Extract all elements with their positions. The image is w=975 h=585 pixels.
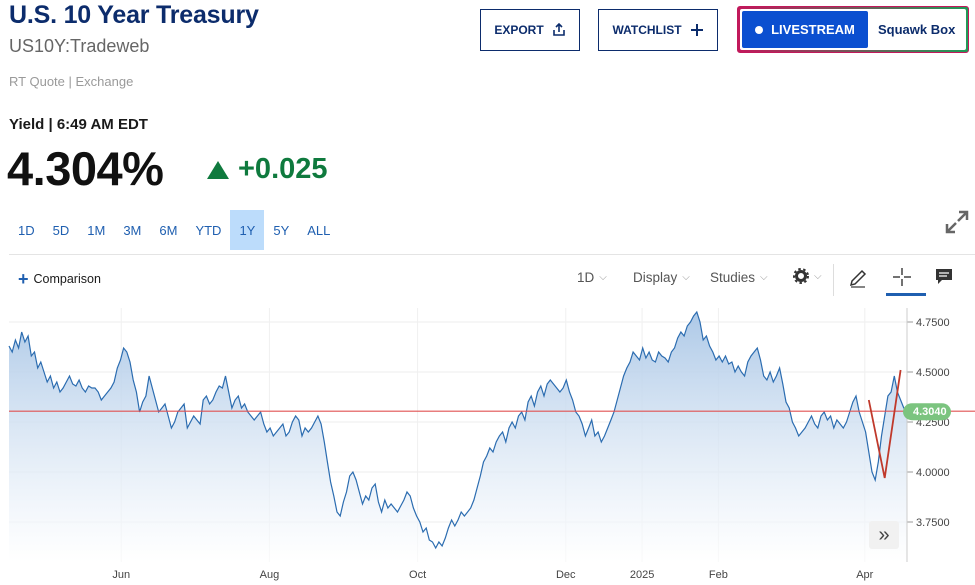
drawn-annotation — [867, 369, 902, 479]
x-axis: Jun Aug Oct Dec 2025 Feb Apr — [112, 569, 873, 581]
range-all[interactable]: ALL — [307, 222, 331, 238]
interval-label: 1D — [577, 270, 595, 285]
livestream-button[interactable]: LIVESTREAM — [742, 11, 868, 48]
chevron-down-icon: ⌵ — [760, 272, 768, 283]
expand-icon[interactable] — [943, 208, 971, 236]
export-label: EXPORT — [494, 23, 544, 37]
y-tick-label: 3.7500 — [916, 517, 950, 529]
plus-icon: + — [18, 269, 29, 289]
yield-price: 4.304% — [7, 142, 164, 195]
quote-source: RT Quote | Exchange — [9, 74, 134, 89]
x-tick-label: Feb — [709, 569, 728, 581]
pencil-icon[interactable] — [848, 268, 868, 288]
livestream-label: LIVESTREAM — [771, 22, 855, 37]
x-tick-label: 2025 — [630, 569, 654, 581]
y-tick-label: 4.5000 — [916, 367, 950, 379]
chevron-down-icon: ⌵ — [682, 272, 690, 283]
yield-line — [8, 310, 908, 550]
x-tick-label: Apr — [856, 569, 873, 581]
plus-icon — [690, 24, 703, 36]
comparison-button[interactable]: + Comparison — [18, 269, 101, 289]
watchlist-button[interactable]: WATCHLIST — [598, 9, 718, 51]
change-value: +0.025 — [238, 153, 328, 185]
settings-dropdown[interactable]: ⌵ — [793, 268, 822, 284]
x-tick-label: Aug — [260, 569, 280, 581]
range-6m[interactable]: 6M — [159, 222, 178, 238]
crosshair-active-indicator — [886, 293, 926, 296]
yield-area — [9, 312, 907, 562]
page-title: U.S. 10 Year Treasury — [9, 1, 259, 29]
livestream-panel: LIVESTREAM Squawk Box — [737, 6, 969, 53]
range-1y[interactable]: 1Y — [230, 210, 265, 250]
interval-dropdown[interactable]: 1D ⌵ — [577, 270, 607, 285]
x-tick-label: Jun — [112, 569, 130, 581]
current-value-tag: 4.3040 — [903, 403, 951, 421]
range-3m[interactable]: 3M — [123, 222, 142, 238]
x-tick-label: Dec — [556, 569, 576, 581]
current-value-label: 4.3040 — [913, 406, 947, 418]
range-1m[interactable]: 1M — [87, 222, 106, 238]
live-dot-icon — [755, 25, 764, 34]
display-label: Display — [633, 270, 678, 285]
fast-forward-icon[interactable]: » — [869, 521, 899, 549]
comparison-label: Comparison — [33, 272, 101, 286]
range-ytd[interactable]: YTD — [195, 222, 222, 238]
export-button[interactable]: EXPORT — [480, 9, 580, 51]
livestream-inner: LIVESTREAM Squawk Box — [740, 9, 966, 50]
chevron-down-icon: ⌵ — [599, 272, 607, 283]
yield-timestamp: Yield | 6:49 AM EDT — [9, 116, 148, 133]
symbol-label: US10Y:Tradeweb — [9, 36, 150, 56]
range-1d[interactable]: 1D — [18, 222, 35, 238]
y-tick-label: 4.7500 — [916, 317, 950, 329]
studies-label: Studies — [710, 270, 756, 285]
yield-change: +0.025 — [207, 153, 328, 186]
watchlist-label: WATCHLIST — [612, 23, 682, 37]
display-dropdown[interactable]: Display ⌵ — [633, 270, 690, 285]
range-selector: 1D 5D 1M 3M 6M YTD 1Y 5Y ALL — [9, 210, 339, 250]
y-tick-label: 4.0000 — [916, 467, 950, 479]
squawk-box-link[interactable]: Squawk Box — [878, 22, 956, 37]
share-icon — [552, 23, 565, 36]
chevron-down-icon: ⌵ — [814, 270, 822, 282]
x-tick-label: Oct — [409, 569, 426, 581]
gear-icon — [793, 268, 809, 284]
range-5y[interactable]: 5Y — [273, 222, 290, 238]
toolbar-divider — [9, 254, 975, 255]
current-value-tag-bg — [903, 403, 951, 421]
up-arrow-icon — [207, 160, 229, 179]
crosshair-icon[interactable] — [892, 267, 912, 287]
studies-dropdown[interactable]: Studies ⌵ — [710, 270, 768, 285]
comment-icon[interactable] — [934, 268, 954, 286]
toolbar-separator — [833, 264, 834, 296]
range-5d[interactable]: 5D — [52, 222, 70, 238]
